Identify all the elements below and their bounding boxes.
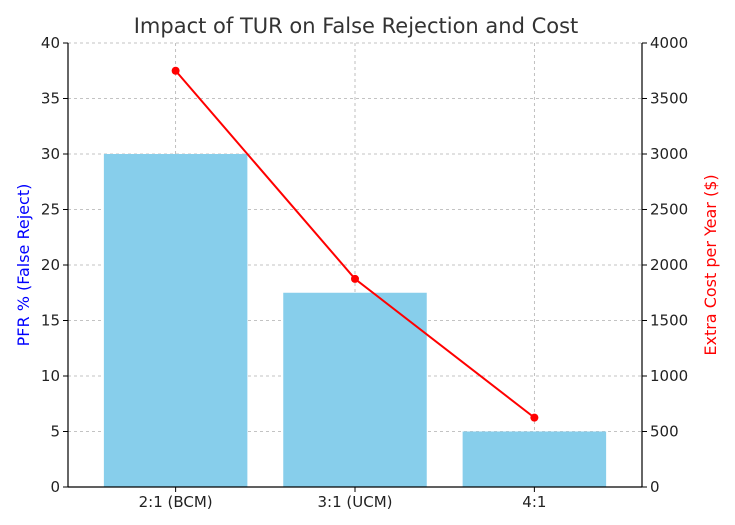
left-tick-label: 40 xyxy=(41,34,60,52)
cost-point xyxy=(351,274,359,283)
left-tick-label: 30 xyxy=(41,145,60,163)
right-tick-label: 3000 xyxy=(650,145,688,163)
left-tick-label: 10 xyxy=(41,367,60,385)
cost-point xyxy=(171,66,180,75)
line-layer xyxy=(171,66,539,422)
cost-point xyxy=(530,413,539,422)
left-tick-label: 35 xyxy=(41,90,60,108)
x-tick-label: 4:1 xyxy=(522,493,546,511)
right-tick-label: 500 xyxy=(650,423,679,441)
x-tick-label: 3:1 (UCM) xyxy=(317,493,392,511)
right-tick-label: 1000 xyxy=(650,367,688,385)
right-tick-label: 2500 xyxy=(650,201,688,219)
left-tick-label: 5 xyxy=(50,423,60,441)
left-tick-label: 20 xyxy=(41,256,60,274)
right-tick-label: 1500 xyxy=(650,312,688,330)
left-axis-label: PFR % (False Reject) xyxy=(14,184,33,347)
right-tick-label: 3500 xyxy=(650,90,688,108)
x-tick-label: 2:1 (BCM) xyxy=(139,493,213,511)
right-axis-label: Extra Cost per Year ($) xyxy=(701,174,720,355)
bar xyxy=(283,292,427,487)
bar xyxy=(103,154,248,487)
bar-layer xyxy=(103,154,607,487)
left-tick-label: 15 xyxy=(41,312,60,330)
bar xyxy=(462,431,607,487)
left-tick-label: 0 xyxy=(50,478,60,496)
right-tick-label: 4000 xyxy=(650,34,688,52)
left-tick-label: 25 xyxy=(41,201,60,219)
right-tick-label: 2000 xyxy=(650,256,688,274)
tick-layer: 0 5 10 15 20 25 30 35 40 0 500 1000 1500 2000 2500 3000… xyxy=(41,34,688,511)
chart-title: Impact of TUR on False Rejection and Cos… xyxy=(134,14,579,38)
right-tick-label: 0 xyxy=(650,478,660,496)
